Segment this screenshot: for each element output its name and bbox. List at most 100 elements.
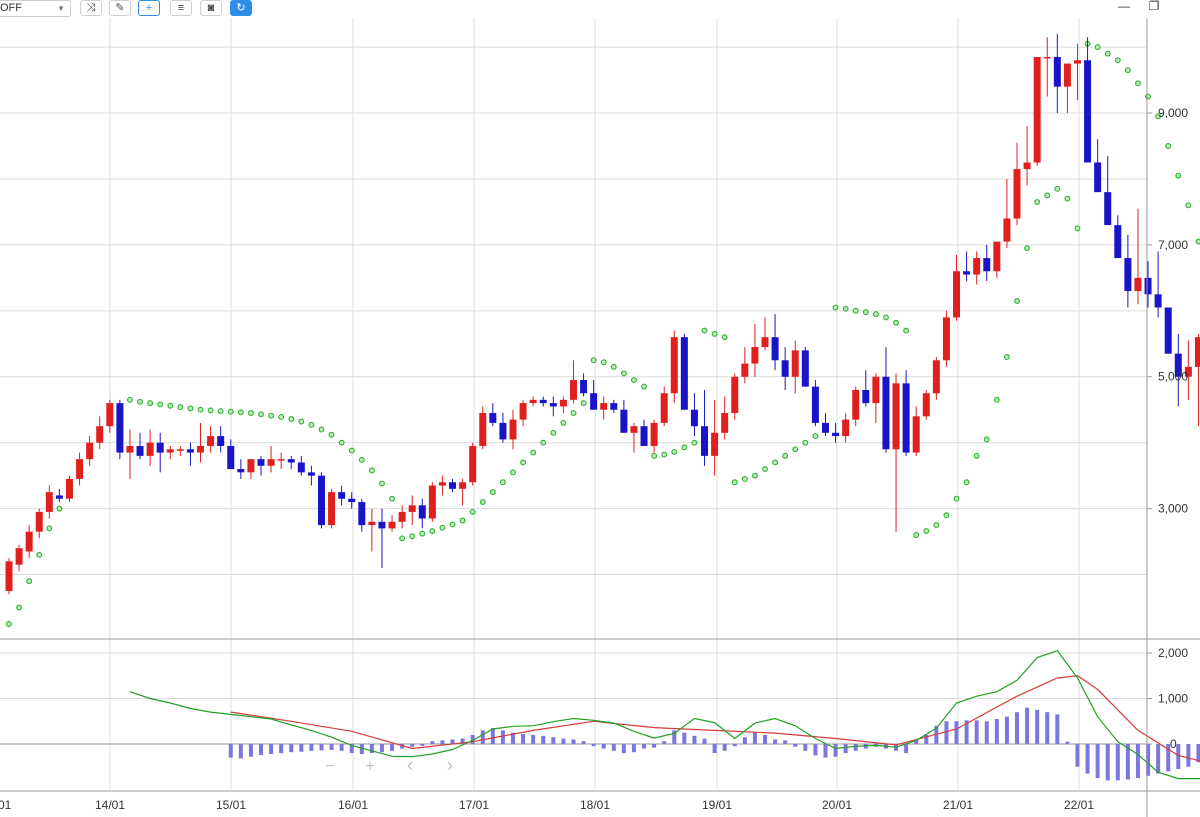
histogram-bar [379, 744, 384, 753]
sar-dot [328, 431, 335, 438]
candle-body [287, 459, 295, 463]
sar-dot [1135, 80, 1141, 87]
candle-body [438, 482, 446, 486]
sar-dot [963, 479, 970, 486]
histogram-bar [309, 744, 314, 751]
candle-body [76, 459, 84, 479]
histogram-bar [631, 744, 636, 753]
indicator-select[interactable]: OFF ▼ [0, 0, 71, 17]
candle-body [267, 459, 275, 466]
macd-tick-label: 2,000 [1158, 646, 1188, 660]
macd-tick-label: 1,000 [1158, 692, 1188, 706]
sar-dot [1165, 143, 1172, 149]
candle-body [207, 436, 215, 446]
candle-body [1134, 277, 1142, 292]
minimize-button[interactable]: — [1114, 0, 1134, 14]
scroll-right-button[interactable]: › [447, 755, 453, 775]
sar-dot [1034, 199, 1041, 205]
sar-dot [1185, 202, 1192, 209]
sar-dot [711, 330, 718, 337]
zoom-in-button[interactable]: + [365, 758, 374, 775]
sar-dot [419, 530, 426, 537]
histogram-bar [319, 744, 324, 751]
histogram-bar [621, 744, 626, 754]
date-tick-label: 15/01 [216, 798, 246, 812]
histogram-bar [964, 720, 969, 744]
histogram-bar [551, 737, 556, 744]
sar-dot [197, 406, 204, 413]
scroll-left-button[interactable]: ‹ [407, 755, 413, 775]
sar-dot [429, 528, 436, 534]
histogram-bar [904, 744, 909, 754]
sar-dot [439, 524, 446, 531]
candle-body [35, 511, 43, 532]
candle-body [418, 505, 426, 519]
sar-dot [751, 472, 758, 479]
sar-dot [1064, 195, 1071, 202]
histogram-bar [369, 744, 374, 754]
candle-body [1094, 162, 1102, 193]
zoom-out-button[interactable]: − [325, 758, 334, 775]
sar-dot [862, 309, 869, 316]
camera-button[interactable]: ◙ [200, 0, 222, 16]
candle-body [781, 360, 789, 377]
histogram-bar [823, 744, 828, 758]
candle-body [640, 426, 648, 446]
candle-body [529, 399, 537, 404]
sar-dot [368, 467, 375, 474]
candle-body [368, 521, 376, 526]
sar-dot [499, 479, 506, 486]
crosshair-button[interactable]: + [138, 0, 160, 16]
histogram-bar [843, 744, 848, 754]
candle-body [771, 337, 779, 361]
sar-dot [1003, 354, 1010, 360]
histogram-bar [259, 744, 263, 755]
candle-body [65, 478, 73, 499]
sar-dot [348, 447, 355, 454]
histogram-bar [994, 718, 999, 744]
candle-body [136, 445, 144, 456]
histogram-bar [732, 744, 737, 747]
histogram-bar [228, 744, 233, 758]
histogram-bar [813, 744, 818, 756]
sar-dot [580, 400, 587, 407]
histogram-bar [611, 744, 616, 751]
candle-body [1144, 277, 1152, 295]
histogram-bar [944, 721, 949, 744]
pencil-button[interactable]: ✎ [109, 0, 131, 16]
shuffle-button[interactable]: ⤨ [80, 0, 102, 16]
refresh-button[interactable]: ↻ [230, 0, 252, 16]
settings-button[interactable]: ≡ [170, 0, 192, 16]
candle-body [1184, 366, 1192, 377]
sar-dot [258, 411, 264, 418]
histogram-bar [914, 739, 919, 744]
histogram-bar [1135, 744, 1140, 779]
restore-button[interactable]: ❐ [1144, 0, 1164, 14]
histogram-bar [1045, 712, 1050, 744]
candle-body [932, 360, 940, 394]
histogram-bar [722, 744, 727, 751]
candle-body [821, 422, 829, 433]
histogram-bar [440, 740, 445, 744]
sar-dot [671, 448, 678, 455]
sar-dot [489, 489, 496, 496]
sar-dot [772, 459, 779, 466]
candle-body [489, 413, 497, 423]
sar-dot [358, 456, 365, 463]
sar-dot [1104, 50, 1111, 57]
sar-dot [187, 405, 194, 412]
candle-body [277, 459, 285, 461]
sar-dot [1114, 57, 1121, 64]
histogram-bar [1125, 744, 1130, 780]
candle-body [519, 403, 527, 420]
sar-dot [137, 398, 143, 405]
sar-dot [641, 383, 647, 390]
candle-body [428, 485, 436, 519]
candle-body [832, 432, 840, 437]
histogram-bar [783, 740, 788, 744]
sar-dot [379, 480, 385, 487]
sar-dot [590, 357, 597, 364]
sar-dot [852, 307, 859, 314]
histogram-bar [642, 744, 647, 749]
